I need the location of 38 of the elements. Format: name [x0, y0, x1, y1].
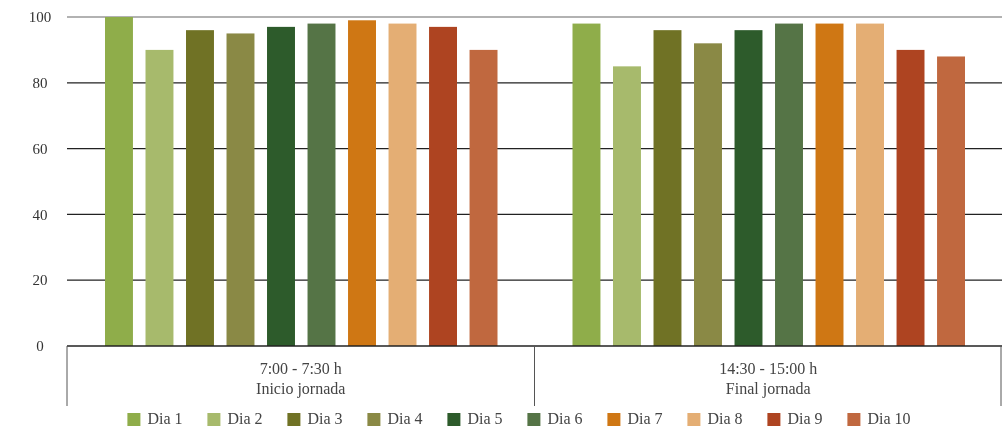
legend-label: Dia 10 [867, 410, 911, 427]
bar [348, 20, 376, 346]
bar [469, 49, 498, 346]
bar [429, 26, 457, 346]
bar [815, 23, 844, 346]
legend-label: Dia 6 [547, 410, 583, 427]
bar [267, 26, 295, 346]
y-tick-label: 100 [28, 9, 52, 26]
bar [226, 33, 255, 346]
legend-label: Dia 5 [467, 410, 503, 427]
y-tick-label: 20 [32, 272, 48, 289]
bar [775, 23, 803, 346]
x-tick-label: 7:00 - 7:30 h Inicio jornada [256, 360, 346, 398]
bar [896, 49, 925, 346]
bar [145, 49, 174, 346]
bar [653, 30, 682, 346]
legend-label: Dia 4 [387, 410, 423, 427]
bar [307, 23, 336, 346]
bar [694, 43, 722, 346]
legend-label: Dia 8 [707, 410, 743, 427]
legend-label: Dia 1 [147, 410, 183, 427]
y-tick-label: 80 [32, 75, 48, 92]
legend-label: Dia 9 [787, 410, 823, 427]
legend-label: Dia 2 [227, 410, 263, 427]
bar [105, 17, 133, 346]
bar [388, 23, 417, 346]
legend-label: Dia 7 [627, 410, 663, 427]
y-tick-label: 60 [32, 140, 48, 157]
bar [734, 30, 763, 346]
legend-label: Dia 3 [307, 410, 343, 427]
bar [856, 23, 884, 346]
bar [572, 23, 601, 346]
y-tick-label: 40 [32, 206, 48, 223]
bar [186, 30, 214, 346]
bar [937, 56, 965, 346]
bar [613, 66, 641, 346]
x-tick-label: 14:30 - 15:00 h Final jornada [719, 360, 818, 398]
y-tick-label: 0 [36, 338, 44, 355]
